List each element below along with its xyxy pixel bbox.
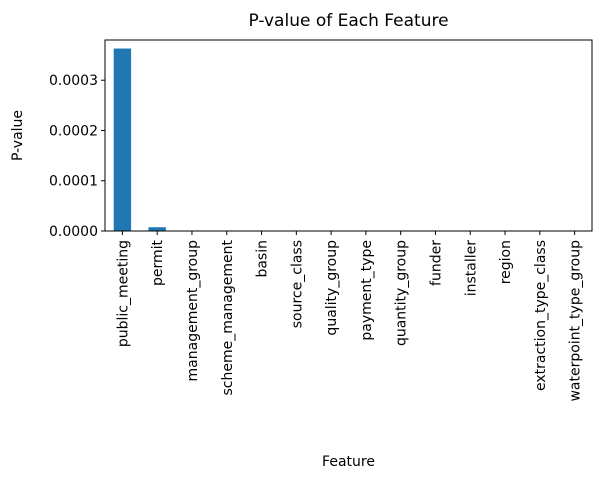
y-tick-label: 0.0003: [49, 73, 98, 89]
chart-title: P-value of Each Feature: [248, 11, 448, 31]
bar-permit: [148, 227, 166, 231]
x-tick-label: quantity_group: [394, 240, 410, 346]
x-tick-label: scheme_management: [220, 239, 236, 395]
x-tick-label: permit: [150, 239, 166, 286]
x-tick-label: source_class: [289, 240, 305, 328]
bars-group: [113, 48, 166, 231]
bar-public-meeting: [113, 48, 132, 231]
x-tick-label: management_group: [185, 240, 201, 382]
x-tick-label: quality_group: [324, 240, 340, 336]
x-tick-label: payment_type: [359, 240, 375, 341]
x-tick-label: waterpoint_type_group: [568, 240, 584, 402]
x-tick-label: region: [498, 240, 514, 284]
y-axis-label: P-value: [10, 110, 26, 161]
x-tick-label: basin: [255, 240, 271, 278]
x-tick-label: installer: [463, 240, 479, 297]
x-axis-ticks: public_meeting permit management_group sche…: [115, 231, 584, 402]
y-axis-ticks: 0.0000 0.0001 0.0002 0.0003: [49, 73, 105, 240]
x-axis-label: Feature: [322, 454, 375, 470]
y-tick-label: 0.0002: [49, 123, 98, 139]
y-tick-label: 0.0000: [49, 224, 98, 240]
axes-frame: [104, 39, 593, 232]
y-tick-label: 0.0001: [49, 174, 98, 190]
x-tick-label: funder: [428, 240, 444, 286]
x-tick-label: extraction_type_class: [533, 240, 549, 391]
x-tick-label: public_meeting: [115, 240, 131, 347]
